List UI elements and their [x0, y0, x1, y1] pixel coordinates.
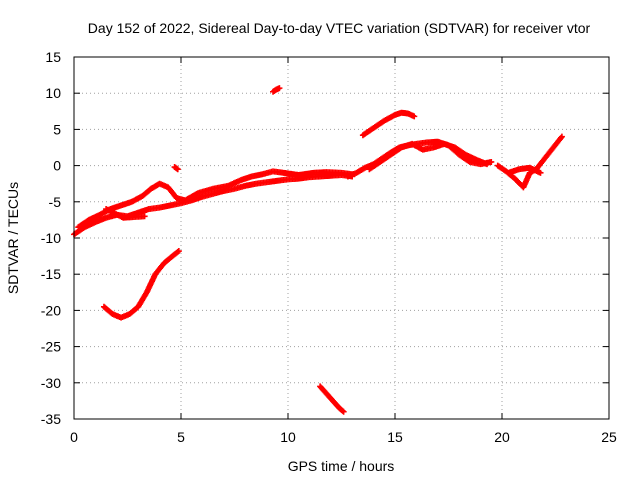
series-isolated-a	[270, 85, 283, 95]
x-tick-label: 10	[280, 429, 296, 445]
y-tick-label: -35	[41, 411, 61, 427]
y-tick-label: -25	[41, 339, 61, 355]
series-arc-high	[359, 109, 418, 139]
series-arc-low	[317, 383, 347, 415]
plus-marker	[411, 113, 418, 120]
x-tick-label: 0	[70, 429, 78, 445]
x-axis-label: GPS time / hours	[288, 458, 395, 474]
series-isolated-c	[103, 206, 148, 221]
y-tick-label: -10	[41, 230, 61, 246]
y-axis-label: SDTVAR / TECUs	[5, 182, 21, 294]
plus-marker	[558, 133, 565, 140]
y-tick-label: 5	[53, 121, 61, 137]
series-arc-late-2	[505, 164, 544, 176]
plus-marker	[339, 407, 346, 414]
plus-marker	[174, 166, 181, 173]
y-tick-label: -5	[49, 194, 62, 210]
plus-marker	[276, 85, 283, 92]
y-tick-label: 10	[45, 85, 61, 101]
plus-marker	[175, 248, 182, 255]
series-arc-main-upper	[75, 168, 356, 231]
series-arc-mid-rise-2	[366, 140, 491, 173]
data-layer	[71, 85, 565, 415]
x-tick-label: 20	[494, 429, 510, 445]
x-tick-label: 15	[387, 429, 403, 445]
y-tick-label: -30	[41, 375, 61, 391]
x-tick-label: 5	[177, 429, 185, 445]
series-isolated-b	[171, 164, 181, 173]
axis-ticks: 0 5 10 15 20 25 -35 -30 -25 -20 -15 -10 -5 0 5 10 15	[41, 49, 617, 445]
plus-marker	[484, 161, 491, 168]
plus-marker	[141, 213, 148, 220]
y-tick-label: -20	[41, 302, 61, 318]
plus-marker	[537, 169, 544, 176]
plus-marker	[488, 158, 495, 165]
plus-marker	[174, 248, 181, 255]
x-tick-label: 25	[601, 429, 617, 445]
chart-title: Day 152 of 2022, Sidereal Day-to-day VTE…	[88, 20, 591, 36]
series-arc-dip	[100, 248, 182, 321]
y-tick-label: -15	[41, 266, 61, 282]
y-tick-label: 15	[45, 49, 61, 65]
y-tick-label: 0	[53, 158, 61, 174]
plus-marker	[340, 408, 347, 415]
